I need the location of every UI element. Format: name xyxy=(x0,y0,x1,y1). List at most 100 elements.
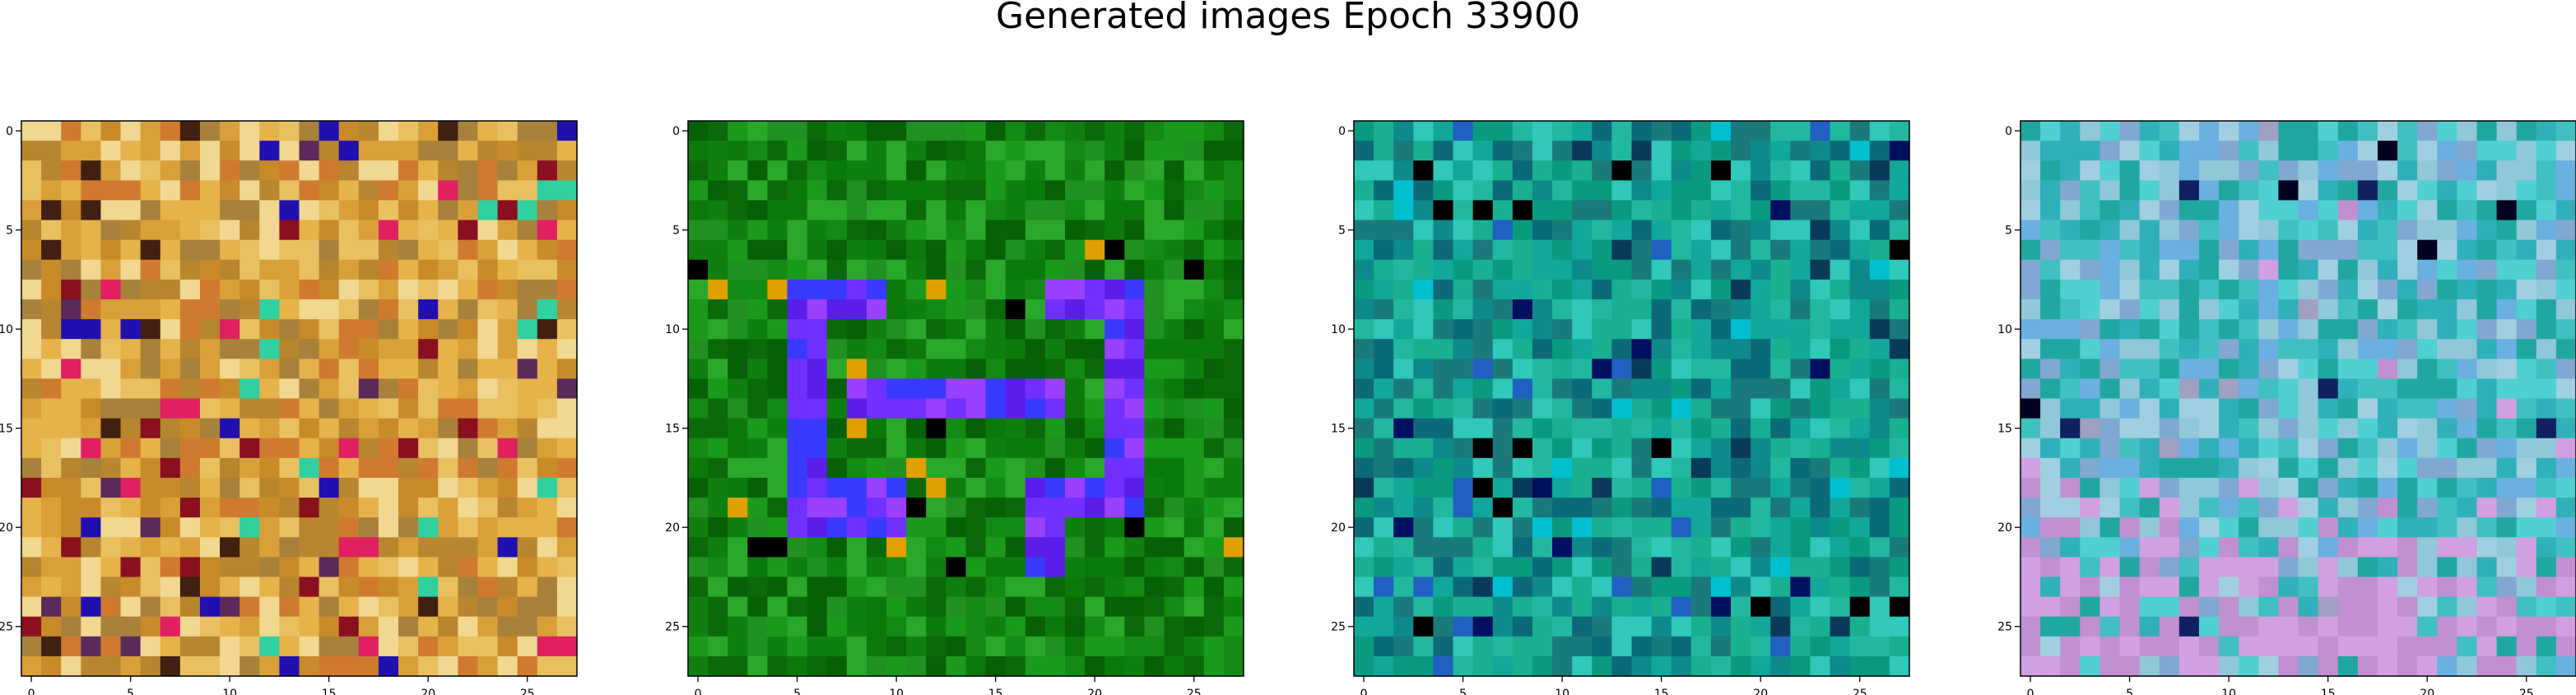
pixel-cell xyxy=(279,537,300,558)
pixel-cell xyxy=(1025,239,1046,261)
pixel-cell xyxy=(2437,656,2457,677)
pixel-cell xyxy=(140,596,161,618)
pixel-cell xyxy=(477,418,499,439)
pixel-cell xyxy=(279,259,300,280)
pixel-cell xyxy=(2119,457,2141,479)
pixel-cell xyxy=(537,279,558,300)
pixel-cell xyxy=(1790,141,1811,161)
y-tick-label: 0 xyxy=(6,125,13,138)
pixel-cell xyxy=(1183,438,1205,459)
pixel-cell xyxy=(2159,220,2180,241)
pixel-cell xyxy=(826,596,848,618)
pixel-cell xyxy=(2357,398,2378,419)
pixel-cell xyxy=(81,160,102,181)
pixel-cell xyxy=(2040,239,2061,261)
pixel-cell xyxy=(2198,457,2220,479)
pixel-cell xyxy=(2337,477,2359,498)
pixel-cell xyxy=(41,259,62,280)
pixel-cell xyxy=(2178,418,2200,439)
pixel-cell xyxy=(1731,160,1751,181)
pixel-cell xyxy=(767,457,788,479)
pixel-cell xyxy=(1124,457,1146,479)
pixel-cell xyxy=(1044,359,1066,379)
pixel-cell xyxy=(2555,596,2576,618)
pixel-cell xyxy=(81,596,102,618)
pixel-cell xyxy=(319,220,340,241)
pixel-cell xyxy=(2219,200,2239,221)
pixel-cell xyxy=(2178,537,2200,558)
pixel-cell xyxy=(418,121,439,141)
pixel-cell xyxy=(2417,517,2438,538)
pixel-cell xyxy=(2080,457,2101,479)
pixel-cell xyxy=(100,299,122,320)
pixel-cell xyxy=(2318,220,2339,241)
pixel-cell xyxy=(2060,498,2081,518)
pixel-cell xyxy=(2496,596,2518,618)
pixel-cell xyxy=(1472,160,1494,181)
pixel-cell xyxy=(1223,200,1244,221)
pixel-cell xyxy=(2298,616,2319,637)
pixel-cell xyxy=(239,200,260,221)
pixel-cell xyxy=(1790,180,1811,202)
pixel-cell xyxy=(2298,239,2319,261)
pixel-cell xyxy=(2020,259,2041,280)
pixel-cell xyxy=(239,477,260,498)
pixel-cell xyxy=(2040,180,2061,202)
pixel-cell xyxy=(965,220,987,241)
pixel-cell xyxy=(2119,438,2141,459)
pixel-cell xyxy=(2377,557,2398,578)
pixel-cell xyxy=(807,498,828,518)
pixel-cell xyxy=(2040,418,2061,439)
pixel-cell xyxy=(2457,457,2478,479)
pixel-cell xyxy=(2437,121,2457,141)
pixel-cell xyxy=(906,220,927,241)
pixel-cell xyxy=(378,141,399,161)
pixel-cell xyxy=(1164,636,1185,657)
pixel-cell xyxy=(1203,279,1225,300)
pixel-cell xyxy=(965,577,987,598)
pixel-cell xyxy=(2516,557,2537,578)
pixel-cell xyxy=(2219,160,2239,181)
pixel-cell xyxy=(21,616,42,637)
pixel-cell xyxy=(2555,279,2576,300)
pixel-cell xyxy=(728,477,748,498)
pixel-cell xyxy=(906,616,927,637)
pixel-cell xyxy=(378,200,399,221)
pixel-cell xyxy=(2555,656,2576,677)
pixel-cell xyxy=(2417,418,2438,439)
pixel-cell xyxy=(1183,477,1205,498)
pixel-cell xyxy=(41,398,62,419)
pixel-cell xyxy=(1203,160,1225,181)
pixel-cell xyxy=(438,457,458,479)
pixel-cell xyxy=(81,180,102,202)
pixel-cell xyxy=(2298,359,2319,379)
pixel-cell xyxy=(708,656,728,677)
pixel-cell xyxy=(2357,239,2378,261)
pixel-cell xyxy=(2020,378,2041,400)
pixel-cell xyxy=(2099,239,2121,261)
pixel-cell xyxy=(2258,398,2279,419)
pixel-cell xyxy=(279,498,300,518)
pixel-cell xyxy=(319,517,340,538)
pixel-cell xyxy=(2060,319,2081,340)
pixel-cell xyxy=(100,457,122,479)
pixel-cell xyxy=(2496,279,2518,300)
pixel-cell xyxy=(2457,477,2478,498)
pixel-cell xyxy=(2476,180,2498,202)
pixel-cell xyxy=(807,299,828,320)
pixel-cell xyxy=(2198,121,2220,141)
pixel-cell xyxy=(688,378,709,400)
pixel-cell xyxy=(2516,299,2537,320)
pixel-cell xyxy=(398,596,419,618)
pixel-cell xyxy=(1731,180,1751,202)
pixel-cell xyxy=(556,537,578,558)
pixel-cell xyxy=(2219,656,2239,677)
pixel-cell xyxy=(767,616,788,637)
pixel-cell xyxy=(965,418,987,439)
pixel-cell xyxy=(299,577,320,598)
pixel-cell xyxy=(378,339,399,359)
pixel-cell xyxy=(358,141,379,161)
pixel-cell xyxy=(2437,398,2457,419)
pixel-cell xyxy=(826,616,848,637)
pixel-cell xyxy=(2080,577,2101,598)
